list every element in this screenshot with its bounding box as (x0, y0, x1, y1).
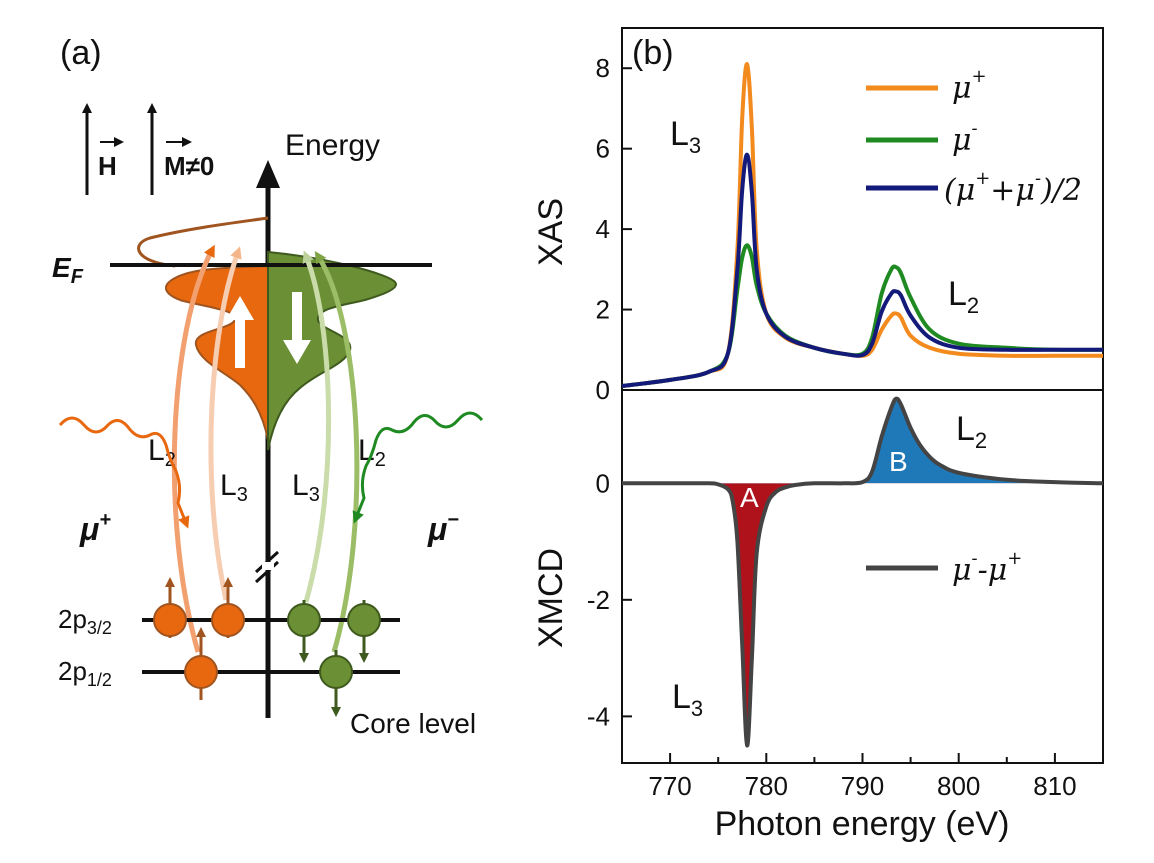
label-2p12: 2p1/2 (58, 656, 112, 690)
x-tick-label-2: 790 (841, 771, 884, 801)
electron-orange-2 (211, 577, 245, 638)
xas-series-2 (621, 152, 1103, 388)
peak-a-label: A (740, 482, 759, 513)
panel-a-label: (a) (60, 34, 102, 72)
xas-y-tick-label-4: 8 (596, 53, 610, 83)
xas-y-ticks: 0 2 4 6 8 (596, 53, 632, 405)
spin-up-arrow-head (226, 296, 254, 320)
x-tick-label-4: 810 (1033, 771, 1076, 801)
xmcd-peak-a-fill (622, 483, 1103, 746)
legend-mu-minus: μ- (952, 118, 978, 158)
x-tick-label-3: 800 (937, 771, 980, 801)
m-vector-label: M≠0 (164, 151, 214, 181)
xmcd-series-line (621, 396, 1104, 748)
l3-left-label: L3 (220, 469, 248, 506)
legend-mu-plus: μ+ (952, 66, 987, 106)
photon-mu-minus-wave (352, 411, 484, 524)
transition-l2-right (314, 250, 360, 653)
core-level-label: Core level (350, 708, 476, 739)
panel-a: (a) H M≠0 Energy EF L2 L3 (52, 34, 484, 739)
fermi-label: EF (52, 252, 84, 288)
panel-b: (b) 0 2 4 6 8 0 -2 -4 770 780 790 800 810 XAS XMCD… (532, 27, 1104, 843)
panel-b-label: (b) (632, 34, 674, 72)
photon-mu-plus-wave (58, 416, 190, 529)
dos-spin-up-upper (137, 216, 269, 268)
xmcd-l2-label: L2 (956, 410, 987, 453)
label-2p32: 2p3/2 (58, 604, 112, 638)
energy-label: Energy (285, 129, 380, 162)
energy-axis-head (256, 160, 280, 188)
xas-ylabel: XAS (532, 198, 570, 266)
mu-minus-label: μ− (427, 509, 459, 547)
axis-break-gap (262, 562, 274, 570)
x-ticks: 770 780 790 800 810 (648, 753, 1077, 801)
electron-green-1 (287, 600, 321, 663)
xmcd-y-ticks: 0 -2 -4 (587, 468, 632, 731)
electron-green-2 (347, 600, 381, 663)
xas-series (621, 62, 1104, 388)
electron-orange-1 (153, 577, 187, 638)
l3-right-label: L3 (292, 469, 320, 506)
xmcd-series (621, 396, 1104, 748)
electron-green-3 (319, 650, 353, 717)
legend-avg: (μ++μ-)/2 (944, 168, 1082, 208)
xas-legend: μ+ μ- (μ++μ-)/2 (866, 66, 1082, 208)
xas-y-tick-label-0: 0 (596, 375, 610, 405)
legend-xmcd: μ--μ+ (952, 548, 1022, 588)
xas-l3-label: L3 (670, 115, 701, 158)
electron-orange-3 (184, 627, 218, 700)
h-vector-label: H (98, 151, 117, 181)
x-tick-label-1: 780 (745, 771, 788, 801)
x-axis-label: Photon energy (eV) (715, 805, 1010, 843)
peak-b-label: B (889, 446, 908, 477)
spin-down-arrow-head (283, 340, 311, 364)
xas-series-1 (621, 243, 1104, 388)
xmcd-y-tick-label-0: 0 (596, 468, 610, 498)
xas-y-tick-label-1: 2 (596, 295, 610, 325)
xas-y-tick-label-2: 4 (596, 214, 610, 244)
x-tick-label-0: 770 (648, 771, 691, 801)
xas-series-0 (621, 62, 1103, 388)
xas-y-tick-label-3: 6 (596, 134, 610, 164)
xmcd-y-tick-label-2: -4 (587, 701, 610, 731)
xmcd-legend: μ--μ+ (866, 548, 1022, 588)
transition-l2-left (171, 244, 215, 653)
xmcd-y-tick-label-1: -2 (587, 585, 610, 615)
xmcd-l3-label: L3 (672, 678, 703, 721)
axis-break-2 (254, 560, 280, 584)
transition-l3-left (208, 246, 242, 601)
mu-plus-label: μ+ (79, 509, 111, 547)
xas-l2-label: L2 (948, 275, 979, 318)
transition-l3-right (302, 250, 332, 603)
xmcd-ylabel: XMCD (532, 548, 570, 648)
xmcd-peak-b-fill (622, 398, 1103, 484)
